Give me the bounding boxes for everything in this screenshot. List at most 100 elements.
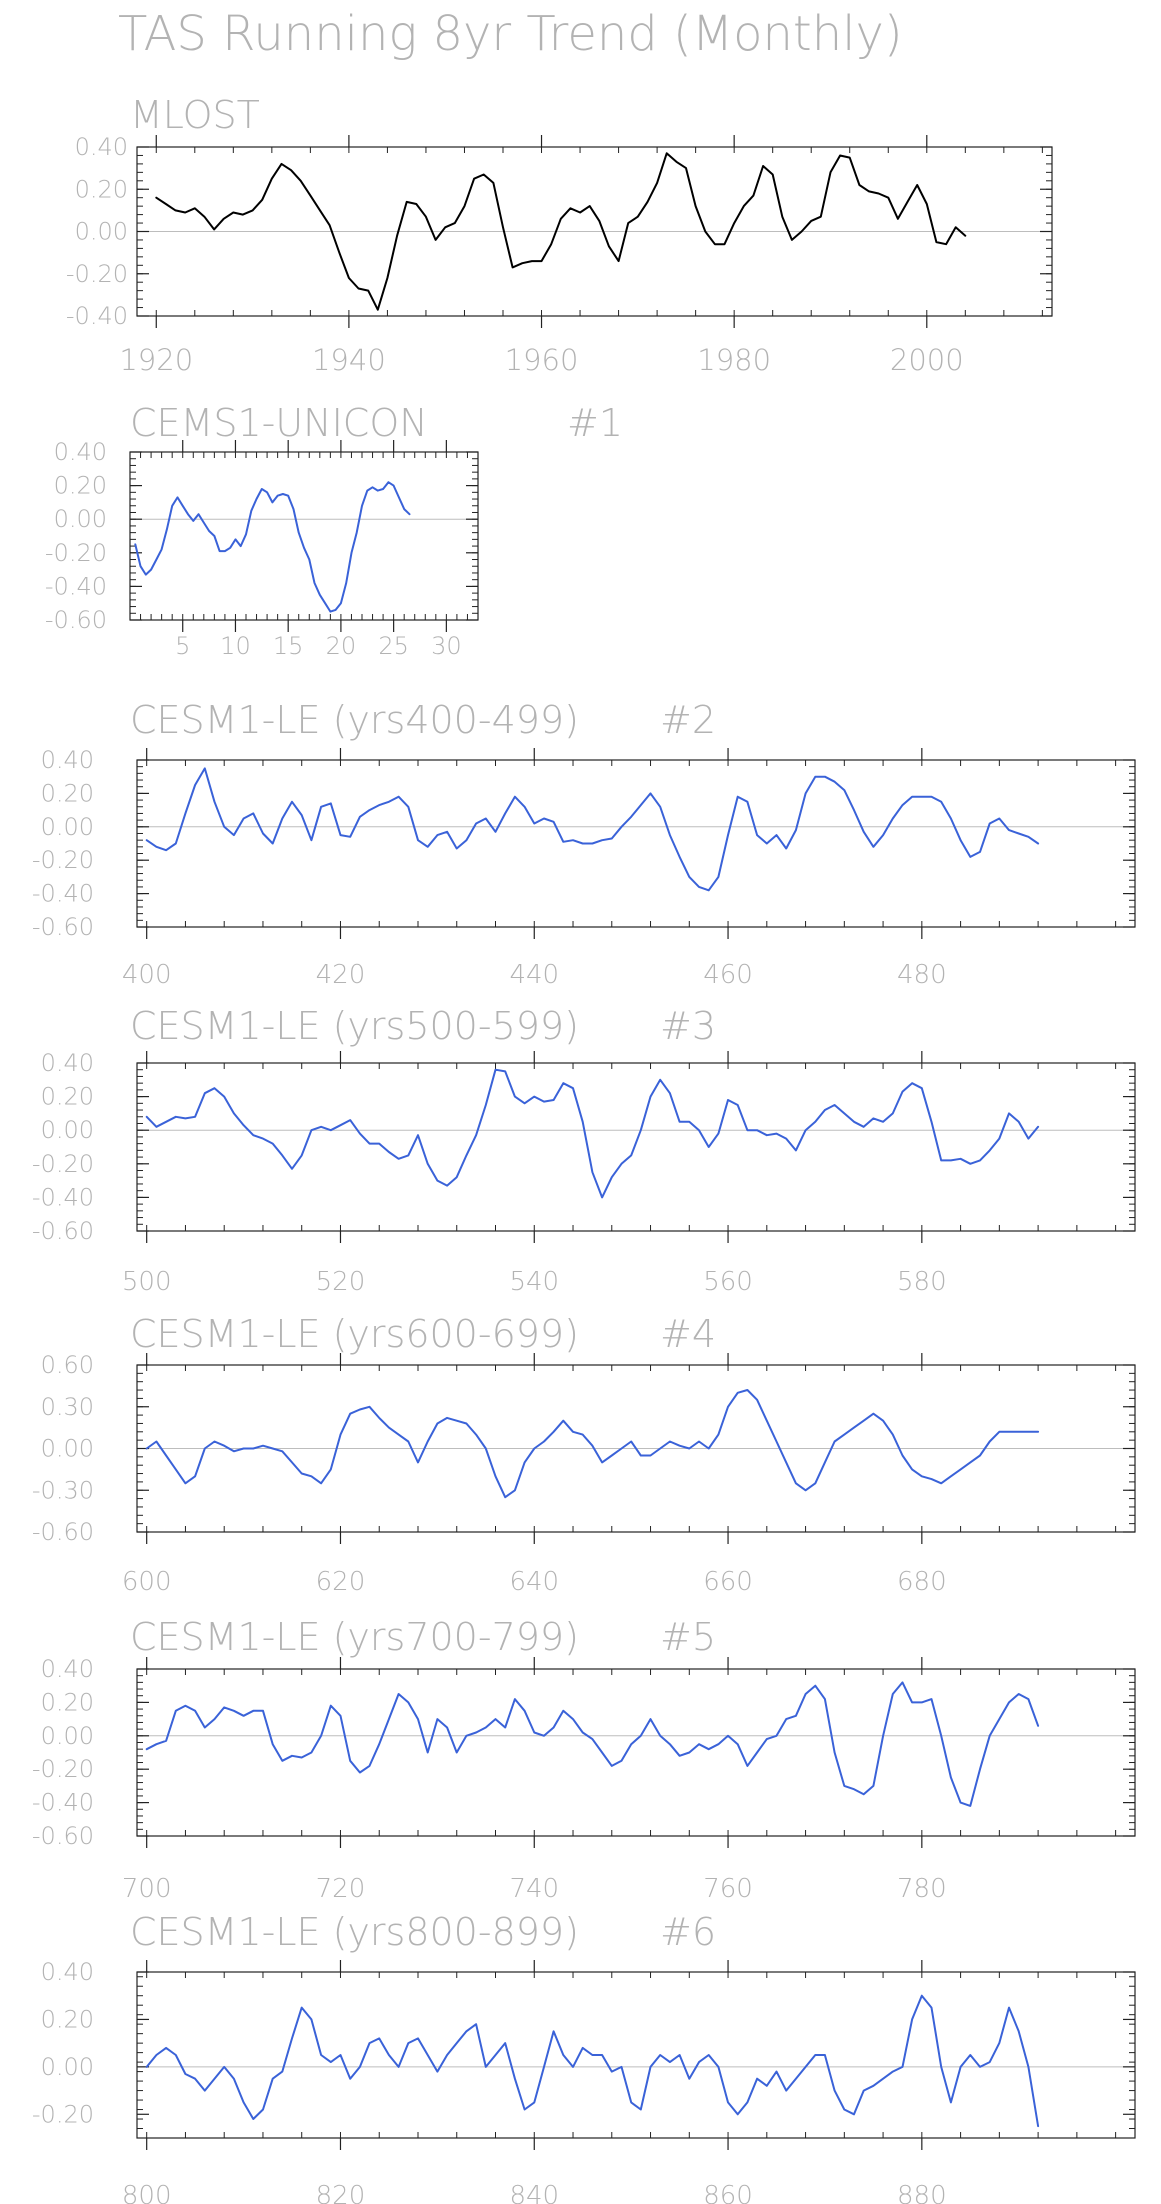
- x-tick-label: 1940: [312, 343, 386, 377]
- chart-title: CESM1-LE (yrs600-699): [130, 1312, 579, 1356]
- x-tick-label: 1920: [119, 343, 193, 377]
- chart-title: CESM1-LE (yrs400-499): [130, 698, 579, 742]
- x-tick-label: 400: [122, 960, 172, 990]
- x-tick-label: 460: [703, 960, 753, 990]
- y-tick-label: 0.20: [54, 472, 107, 500]
- x-tick-label: 5: [175, 632, 190, 660]
- x-tick-label: 1980: [697, 343, 771, 377]
- series-line: [145, 1068, 1040, 1199]
- y-tick-label: -0.20: [32, 1755, 94, 1783]
- y-tick-label: -0.60: [32, 913, 94, 941]
- x-tick-label: 720: [316, 1874, 366, 1904]
- y-tick-label: 0.00: [41, 813, 94, 841]
- x-tick-label: 480: [897, 960, 947, 990]
- y-tick-label: 0.30: [41, 1393, 94, 1421]
- y-tick-label: 0.40: [41, 1655, 94, 1683]
- plot-frame: [136, 1668, 1136, 1837]
- y-tick-label: 0.40: [41, 746, 94, 774]
- chart-title: CESM1-LE (yrs800-899): [130, 1910, 579, 1954]
- chart-panel: CESM1-LE (yrs600-699) #4 -0.60 -0.30 0.00 0.3…: [32, 1312, 1136, 1597]
- x-tick-label: 420: [316, 960, 366, 990]
- y-tick-label: 0.20: [41, 2005, 94, 2033]
- x-tick-label: 860: [703, 2181, 753, 2204]
- page-title: TAS Running 8yr Trend (Monthly): [118, 6, 903, 62]
- plot-frame: [136, 1971, 1136, 2139]
- x-tick-label: 440: [509, 960, 559, 990]
- x-tick-label: 10: [220, 632, 251, 660]
- x-tick-label: 560: [703, 1267, 753, 1297]
- x-tick-label: 520: [316, 1267, 366, 1297]
- chart-subtitle: #1: [567, 401, 623, 445]
- series-line: [145, 767, 1040, 892]
- y-tick-label: -0.20: [32, 2100, 94, 2128]
- x-tick-label: 15: [273, 632, 304, 660]
- series-line: [134, 481, 411, 613]
- x-tick-label: 580: [897, 1267, 947, 1297]
- chart-panels: MLOST -0.40 -0.20 0.00 0.20 0.40 1920 1940 1960 1…: [32, 93, 1136, 2204]
- x-tick-label: 600: [122, 1567, 172, 1597]
- x-tick-label: 30: [431, 632, 462, 660]
- y-tick-label: 0.20: [41, 1688, 94, 1716]
- y-tick-label: 0.00: [41, 1116, 94, 1144]
- y-tick-label: 0.40: [41, 1958, 94, 1986]
- y-tick-label: -0.20: [45, 539, 107, 567]
- x-tick-label: 25: [378, 632, 409, 660]
- x-tick-label: 820: [316, 2181, 366, 2204]
- chart-title: MLOST: [130, 93, 260, 137]
- x-tick-label: 1960: [505, 343, 579, 377]
- x-tick-label: 840: [509, 2181, 559, 2204]
- x-tick-label: 760: [703, 1874, 753, 1904]
- x-tick-label: 660: [703, 1567, 753, 1597]
- y-tick-label: 0.40: [54, 438, 107, 466]
- x-tick-label: 500: [122, 1267, 172, 1297]
- y-tick-label: 0.40: [41, 1049, 94, 1077]
- plot-frame: [136, 759, 1136, 928]
- x-tick-label: 620: [316, 1567, 366, 1597]
- chart-panel: CESM1-LE (yrs400-499) #2 -0.60 -0.40 -0.20 0.…: [32, 698, 1136, 990]
- x-tick-label: 740: [509, 1874, 559, 1904]
- chart-subtitle: #4: [660, 1312, 716, 1356]
- x-tick-label: 880: [897, 2181, 947, 2204]
- x-tick-label: 780: [897, 1874, 947, 1904]
- y-tick-label: -0.20: [32, 1150, 94, 1178]
- y-tick-label: 0.00: [41, 1722, 94, 1750]
- x-tick-label: 2000: [890, 343, 964, 377]
- x-tick-label: 640: [509, 1567, 559, 1597]
- chart-subtitle: #5: [660, 1615, 716, 1659]
- x-tick-label: 20: [326, 632, 357, 660]
- y-tick-label: 0.00: [75, 218, 128, 246]
- y-tick-label: 0.40: [75, 133, 128, 161]
- y-tick-label: -0.40: [32, 880, 94, 908]
- chart-subtitle: #2: [660, 698, 716, 742]
- y-tick-label: -0.60: [45, 606, 107, 634]
- y-tick-label: -0.40: [45, 572, 107, 600]
- chart-panel: CESM1-LE (yrs500-599) #3 -0.60 -0.40 -0.20 0.…: [32, 1004, 1136, 1297]
- chart-title: CESM1-LE (yrs500-599): [130, 1004, 579, 1048]
- x-tick-label: 540: [509, 1267, 559, 1297]
- chart-panel: CESM1-LE (yrs800-899) #6 -0.20 0.00 0.20 0.40…: [32, 1910, 1136, 2204]
- y-tick-label: 0.00: [41, 1435, 94, 1463]
- y-tick-label: -0.40: [32, 1183, 94, 1211]
- y-tick-label: -0.60: [32, 1518, 94, 1546]
- y-tick-label: -0.20: [66, 260, 128, 288]
- chart-title: CESM1-LE (yrs700-799): [130, 1615, 579, 1659]
- y-tick-label: -0.60: [32, 1822, 94, 1850]
- y-tick-label: -0.30: [32, 1476, 94, 1504]
- y-tick-label: -0.40: [32, 1789, 94, 1817]
- y-tick-label: 0.20: [41, 779, 94, 807]
- y-tick-label: -0.60: [32, 1217, 94, 1245]
- y-tick-label: -0.40: [66, 302, 128, 330]
- series-line: [145, 1994, 1040, 2128]
- chart-panel: CESM1-LE (yrs700-799) #5 -0.60 -0.40 -0.20 0.…: [32, 1615, 1136, 1904]
- x-tick-label: 680: [897, 1567, 947, 1597]
- chart-panel: CEMS1-UNICON #1 -0.60 -0.40 -0.20 0.00 0.20 0.4…: [45, 401, 623, 660]
- x-tick-label: 800: [122, 2181, 172, 2204]
- y-tick-label: 0.00: [41, 2053, 94, 2081]
- plot-frame: [136, 1062, 1136, 1232]
- y-tick-label: 0.60: [41, 1351, 94, 1379]
- series-line: [145, 1681, 1040, 1807]
- chart-subtitle: #3: [660, 1004, 716, 1048]
- chart-subtitle: #6: [660, 1910, 716, 1954]
- series-line: [155, 152, 967, 311]
